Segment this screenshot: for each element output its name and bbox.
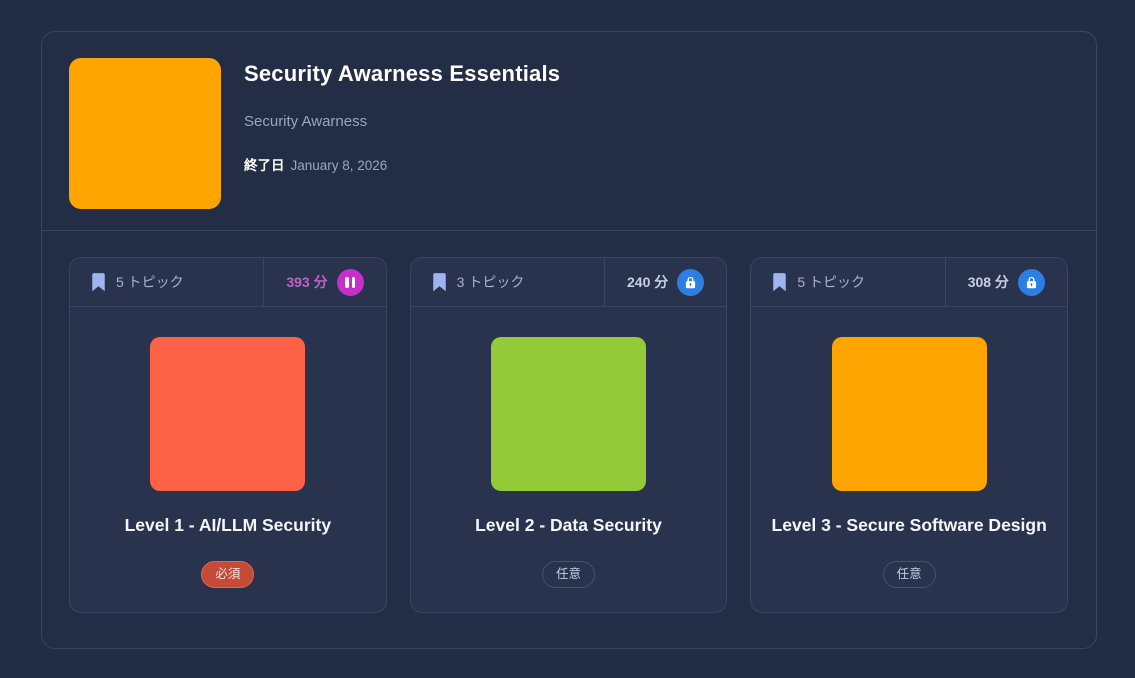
- duration-text: 308 分: [967, 274, 1009, 290]
- level-thumbnail: [150, 337, 306, 491]
- duration-cell: 308 分: [946, 258, 1067, 306]
- levels-grid: 5 トピック 393 分 Level 1 - AI/LLM Security 必…: [42, 231, 1096, 641]
- page-title: Security Awarness Essentials: [244, 61, 561, 86]
- level-card-2[interactable]: 3 トピック 240 分 Level 2 - Data Security: [409, 257, 728, 614]
- bookmark-icon: [432, 272, 447, 292]
- duration-text: 240 分: [627, 274, 669, 290]
- course-header: Security Awarness Essentials Security Aw…: [42, 32, 1096, 231]
- level-card-3[interactable]: 5 トピック 308 分 Level 3 - Secure Software D…: [750, 257, 1068, 614]
- course-category: Security Awarness: [244, 113, 368, 130]
- level-thumbnail: [490, 337, 646, 491]
- card-body: Level 3 - Secure Software Design 任意: [751, 307, 1067, 612]
- course-header-text: Security Awarness Essentials Security Aw…: [244, 58, 560, 209]
- topics-cell: 5 トピック: [751, 258, 946, 306]
- pause-icon: [336, 268, 364, 296]
- end-date-value: January 8, 2026: [290, 158, 388, 173]
- course-panel: Security Awarness Essentials Security Aw…: [41, 31, 1097, 649]
- duration-cell: 240 分: [605, 258, 726, 306]
- end-date-label: 終了日: [244, 158, 285, 173]
- level-title: Level 3 - Secure Software Design: [771, 515, 1047, 535]
- level-card-1[interactable]: 5 トピック 393 分 Level 1 - AI/LLM Security 必…: [69, 257, 387, 614]
- topics-cell: 5 トピック: [70, 258, 265, 306]
- bookmark-icon: [91, 272, 106, 292]
- duration-text: 393 分: [286, 274, 328, 290]
- bookmark-icon: [772, 272, 787, 292]
- course-thumbnail: [69, 58, 221, 209]
- card-meta-bar: 5 トピック 393 分: [70, 258, 386, 307]
- card-body: Level 2 - Data Security 任意: [411, 307, 727, 612]
- topics-count: 5 トピック: [116, 274, 184, 290]
- requirement-badge: 任意: [541, 560, 595, 589]
- topics-count: 5 トピック: [797, 274, 866, 290]
- card-meta-bar: 5 トピック 308 分: [751, 258, 1067, 307]
- level-thumbnail: [831, 337, 987, 491]
- end-date-row: 終了日 January 8, 2026: [244, 154, 560, 174]
- topics-cell: 3 トピック: [411, 258, 605, 306]
- lock-icon: [1017, 268, 1045, 296]
- card-meta-bar: 3 トピック 240 分: [410, 258, 727, 307]
- requirement-badge: 必須: [201, 560, 255, 589]
- card-body: Level 1 - AI/LLM Security 必須: [70, 307, 386, 612]
- level-title: Level 2 - Data Security: [475, 515, 662, 535]
- lock-icon: [677, 268, 705, 296]
- duration-cell: 393 分: [264, 258, 385, 306]
- level-title: Level 1 - AI/LLM Security: [124, 515, 332, 535]
- requirement-badge: 任意: [882, 560, 936, 589]
- topics-count: 3 トピック: [456, 274, 525, 290]
